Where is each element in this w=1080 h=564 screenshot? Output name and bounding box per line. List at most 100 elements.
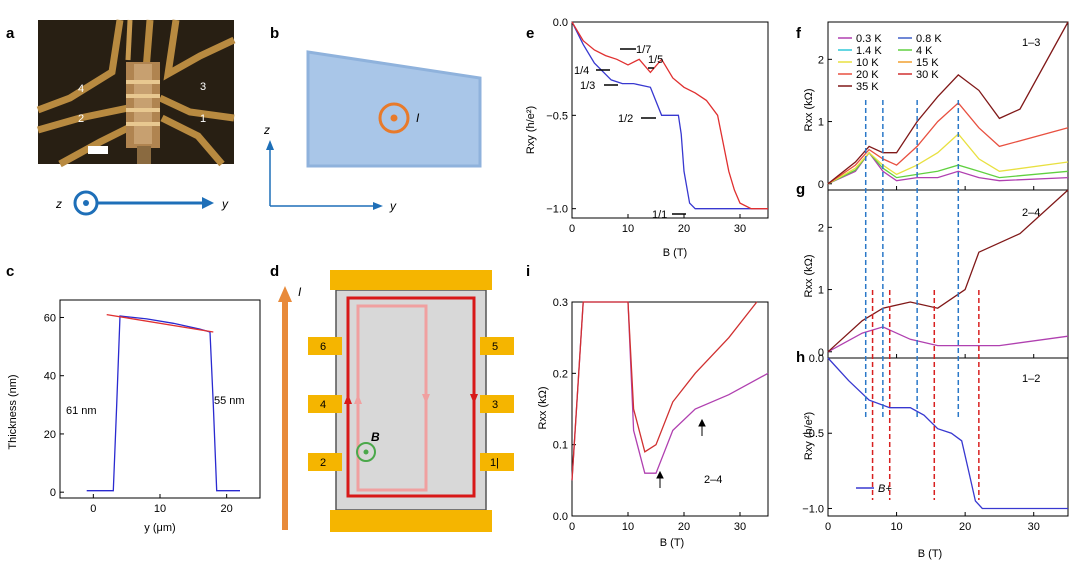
e-ytick-label: 0.0 bbox=[553, 17, 568, 29]
e-series-B+ bbox=[571, 21, 768, 210]
c-series-profile bbox=[86, 315, 240, 492]
i-xtick-label: 10 bbox=[622, 521, 634, 533]
contact-1: 1| bbox=[490, 457, 499, 469]
contact-6: 6 bbox=[320, 341, 326, 353]
sample-cross-section bbox=[306, 50, 482, 168]
panel-letter-b: b bbox=[270, 25, 279, 42]
panel-letter-g: g bbox=[796, 181, 805, 198]
f-ylabel: Rxx (kΩ) bbox=[803, 88, 815, 131]
current-label-b: I bbox=[416, 111, 420, 125]
g-ylabel: Rxx (kΩ) bbox=[803, 254, 815, 297]
e-label-1-1: 1/1 bbox=[652, 209, 667, 221]
i-xtick-label: 30 bbox=[734, 521, 746, 533]
f-ytick-label: 1 bbox=[818, 117, 824, 129]
e-xtick-label: 20 bbox=[678, 223, 690, 235]
g-ytick-label: 0 bbox=[818, 347, 824, 359]
panel-letter-a: a bbox=[6, 25, 15, 42]
i-ytick-label: 0.0 bbox=[553, 511, 568, 523]
i-ytick-label: 0.3 bbox=[553, 297, 568, 309]
chart-c: 0 20 40 60 0 10 20 bbox=[44, 299, 261, 515]
c-series-fit bbox=[106, 313, 214, 333]
i-tag: 2–4 bbox=[704, 474, 722, 486]
h-tag: 1–2 bbox=[1022, 373, 1040, 385]
g-ytick-label: 2 bbox=[818, 222, 824, 234]
panel-letter-i: i bbox=[526, 263, 530, 280]
legend-label: 30 K bbox=[916, 69, 939, 81]
panel-letter-h: h bbox=[796, 349, 805, 366]
c-ytick-label: 20 bbox=[44, 429, 56, 441]
current-label-d: I bbox=[298, 285, 302, 299]
current-out-of-plane-icon bbox=[378, 102, 410, 134]
e-label-1-3: 1/3 bbox=[580, 80, 595, 92]
dashed-guide-lines bbox=[864, 100, 980, 500]
g-series-0.3-K bbox=[827, 326, 1069, 353]
f-ytick-label: 2 bbox=[818, 54, 824, 66]
h-ytick-label: 0.0 bbox=[809, 353, 824, 365]
e-label-1-4: 1/4 bbox=[574, 65, 589, 77]
e-xtick-label: 30 bbox=[734, 223, 746, 235]
pad-label-1: 1 bbox=[200, 113, 206, 125]
contact-2: 2 bbox=[320, 457, 326, 469]
c-xtick-label: 10 bbox=[154, 503, 166, 515]
e-xlabel: B (T) bbox=[663, 247, 687, 259]
chart-i: 0.0 0.1 0.2 0.3 0 10 20 30 bbox=[553, 297, 769, 533]
axis-y-label-b: y bbox=[389, 199, 397, 213]
e-ytick-label: −0.5 bbox=[546, 110, 568, 122]
i-series-0.3-K bbox=[571, 301, 769, 481]
i-xtick-label: 0 bbox=[569, 521, 575, 533]
panel-letter-e: e bbox=[526, 25, 534, 42]
h-xtick-label: 20 bbox=[959, 521, 971, 533]
axis-z-label-a: z bbox=[55, 197, 62, 211]
i-xtick-label: 20 bbox=[678, 521, 690, 533]
axis-z-label-b: z bbox=[263, 123, 270, 137]
legend-label: 1.4 K bbox=[856, 45, 882, 57]
f-tag: 1–3 bbox=[1022, 37, 1040, 49]
i-arrows bbox=[656, 418, 706, 488]
legend-label: 35 K bbox=[856, 81, 879, 93]
temperature-legend: 0.3 K 0.8 K 1.4 K 4 K 10 K 15 K 20 K 30 K 35 K bbox=[838, 33, 942, 93]
h-ylabel: Rxy (h/e²) bbox=[803, 412, 815, 460]
contact-5: 5 bbox=[492, 341, 498, 353]
i-ylabel: Rxx (kΩ) bbox=[537, 386, 549, 429]
g-series-35-K bbox=[827, 189, 1069, 353]
panel-letter-d: d bbox=[270, 263, 279, 280]
g-ytick-label: 1 bbox=[818, 285, 824, 297]
c-ylabel: Thickness (nm) bbox=[7, 374, 19, 449]
e-label-1-7: 1/7 bbox=[636, 44, 651, 56]
e-ytick-label: −1.0 bbox=[546, 204, 568, 216]
pad-label-4: 4 bbox=[78, 83, 84, 95]
i-ytick-label: 0.1 bbox=[553, 440, 568, 452]
c-annot-61nm: 61 nm bbox=[66, 405, 97, 417]
pad-label-2: 2 bbox=[78, 113, 84, 125]
hall-bar-schematic bbox=[278, 270, 514, 532]
c-xtick-label: 20 bbox=[221, 503, 233, 515]
h-xlabel: B (T) bbox=[918, 548, 942, 560]
scale-bar bbox=[88, 146, 108, 154]
e-xtick-label: 10 bbox=[622, 223, 634, 235]
f-ytick-label: 0 bbox=[818, 179, 824, 191]
f-series-20-K bbox=[827, 101, 1069, 185]
pad-label-3: 3 bbox=[200, 81, 206, 93]
i-plot-frame bbox=[571, 301, 769, 517]
legend-label: 20 K bbox=[856, 69, 879, 81]
legend-label: 15 K bbox=[916, 57, 939, 69]
c-annot-55nm: 55 nm bbox=[214, 395, 245, 407]
panel-a-micrograph bbox=[36, 19, 236, 168]
f-series-10-K bbox=[827, 133, 1069, 185]
chart-f: 0 1 2 bbox=[818, 21, 1069, 191]
legend-label: 4 K bbox=[916, 45, 933, 57]
e-plot-frame bbox=[571, 21, 769, 219]
axis-y-label-a: y bbox=[221, 197, 229, 211]
e-label-1-5: 1/5 bbox=[648, 54, 663, 66]
current-dot bbox=[390, 114, 398, 122]
chart-e: 0.0 −0.5 −1.00 10 20 30 bbox=[546, 17, 769, 235]
g-tag: 2–4 bbox=[1022, 207, 1040, 219]
f-series-35-K bbox=[827, 21, 1069, 185]
c-xtick-label: 0 bbox=[90, 503, 96, 515]
contact-3: 3 bbox=[492, 399, 498, 411]
i-ytick-label: 0.2 bbox=[553, 368, 568, 380]
c-ytick-label: 0 bbox=[50, 487, 56, 499]
c-ytick-label: 60 bbox=[44, 312, 56, 324]
h-xtick-label: 30 bbox=[1028, 521, 1040, 533]
legend-label: 10 K bbox=[856, 57, 879, 69]
